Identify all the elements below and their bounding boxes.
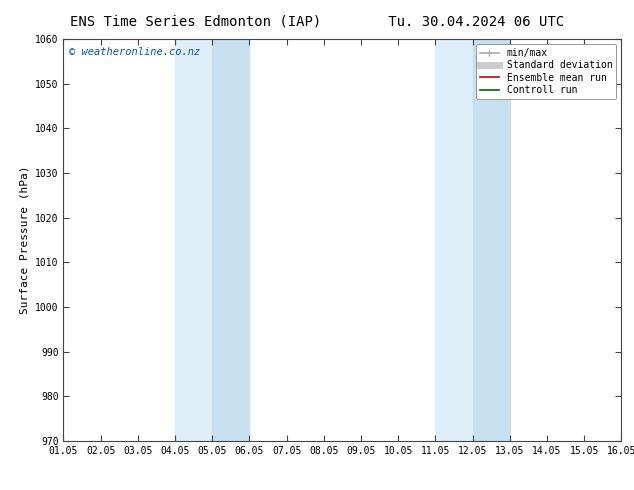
Bar (436, 39, 472, 441)
Bar (472, 39, 510, 441)
Text: ENS Time Series Edmonton (IAP)        Tu. 30.04.2024 06 UTC: ENS Time Series Edmonton (IAP) Tu. 30.04… (70, 15, 564, 29)
Text: © weatheronline.co.nz: © weatheronline.co.nz (69, 47, 200, 57)
Bar (175, 39, 212, 441)
Legend: min/max, Standard deviation, Ensemble mean run, Controll run: min/max, Standard deviation, Ensemble me… (476, 44, 616, 99)
Bar (212, 39, 249, 441)
Y-axis label: Surface Pressure (hPa): Surface Pressure (hPa) (20, 166, 30, 315)
